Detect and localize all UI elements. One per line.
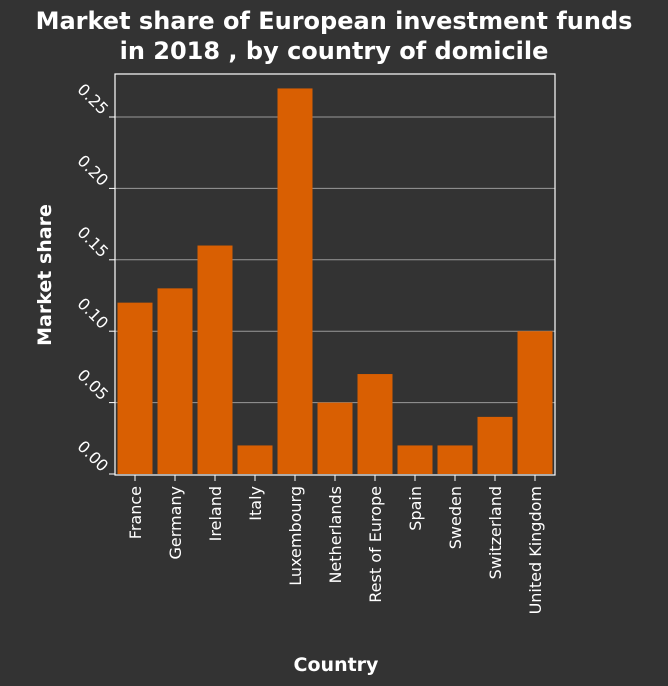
bar-ireland [197, 245, 233, 474]
bar-sweden [437, 445, 473, 474]
x-tick-label: Switzerland [486, 486, 505, 579]
x-tick-label: Italy [246, 486, 265, 521]
y-axis-label: Market share [34, 204, 56, 346]
y-tick-label: 0.05 [74, 365, 113, 404]
x-tick-label: Luxembourg [286, 486, 305, 586]
bar-spain [397, 445, 433, 474]
bar-netherlands [317, 402, 353, 474]
y-tick-label: 0.00 [74, 437, 113, 476]
x-tick-label: Germany [166, 486, 185, 560]
chart-title-line-1: Market share of European investment fund… [36, 7, 633, 35]
y-axis-ticks: 0.00 0.05 0.10 0.15 0.20 0.25 [74, 80, 115, 476]
bar-luxembourg [277, 88, 313, 474]
x-tick-label: Ireland [206, 486, 225, 541]
bar-italy [237, 445, 273, 474]
y-tick-label: 0.25 [74, 80, 113, 119]
chart-title-line-2: in 2018 , by country of domicile [120, 37, 549, 65]
x-tick-label: Netherlands [326, 486, 345, 584]
x-tick-label: France [126, 486, 145, 539]
y-tick-label: 0.15 [74, 223, 113, 262]
x-axis-ticks: France Germany Ireland Italy Luxembourg Nethe… [126, 475, 545, 614]
bar-switzerland [477, 416, 513, 474]
y-tick-label: 0.10 [74, 294, 113, 333]
bar-rest-of-europe [357, 374, 393, 474]
bar-germany [157, 288, 193, 474]
bar-united-kingdom [517, 331, 553, 474]
x-tick-label: Rest of Europe [366, 486, 385, 603]
x-tick-label: Spain [406, 486, 425, 531]
x-tick-label: Sweden [446, 486, 465, 549]
y-tick-label: 0.20 [74, 151, 113, 190]
x-tick-label: United Kingdom [526, 486, 545, 614]
x-axis-label: Country [294, 654, 380, 676]
bars [117, 88, 553, 474]
bar-france [117, 302, 153, 474]
